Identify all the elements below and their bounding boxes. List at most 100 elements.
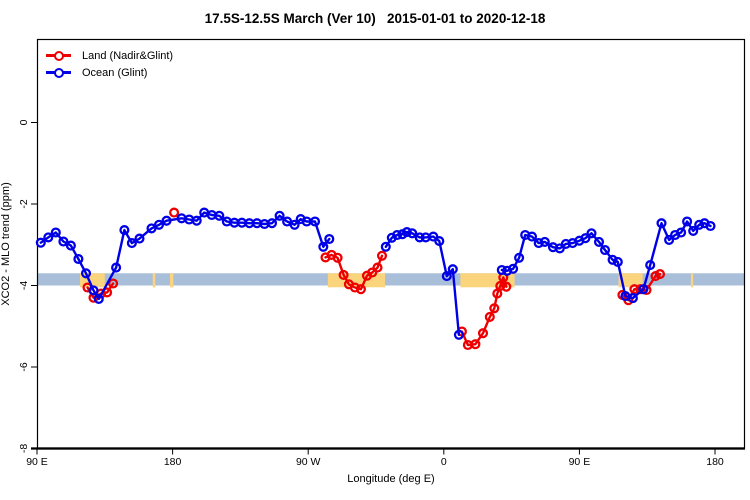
data-point-marker <box>638 284 649 295</box>
data-point-marker <box>453 329 464 340</box>
data-point-marker <box>318 241 329 252</box>
y-tick-label: -8 <box>18 444 30 453</box>
data-point-marker <box>489 303 500 314</box>
y-tick-label: -4 <box>18 281 30 290</box>
y-tick-label: -6 <box>18 362 30 371</box>
data-point-marker <box>477 328 489 339</box>
data-point-marker <box>309 216 321 227</box>
data-point-marker <box>73 253 84 265</box>
data-point-marker <box>612 256 623 267</box>
highlight-band-segment <box>618 273 643 288</box>
data-point-marker <box>434 236 445 247</box>
x-tick-label: 180 <box>706 456 724 468</box>
data-point-marker <box>414 232 425 243</box>
data-point-marker <box>108 278 119 289</box>
data-point-marker <box>514 252 525 263</box>
data-point-marker <box>654 269 666 280</box>
data-point-marker <box>266 218 278 229</box>
x-tick-label: 0 <box>441 456 447 468</box>
data-point-marker <box>599 244 611 256</box>
data-point-marker <box>470 339 481 350</box>
data-point-marker <box>656 218 667 229</box>
reference-band <box>37 273 745 286</box>
data-point-marker <box>355 284 366 295</box>
chart-title: 17.5S-12.5S March (Ver 10) 2015-01-01 to… <box>204 11 546 26</box>
legend-item-land: Land (Nadir&Glint) <box>46 47 173 64</box>
data-point-marker <box>447 264 458 275</box>
plot-frame <box>36 38 746 450</box>
data-point-marker <box>676 227 687 238</box>
legend: Land (Nadir&Glint) Ocean (Glint) <box>46 47 173 81</box>
data-point-marker <box>705 220 716 232</box>
x-tick-label: 90 E <box>569 456 591 468</box>
highlight-band-segment <box>690 273 694 288</box>
data-point-marker <box>495 280 506 291</box>
x-tick-label: 90 W <box>296 456 321 468</box>
legend-item-ocean: Ocean (Glint) <box>46 64 173 81</box>
x-axis-label: Longitude (deg E) <box>347 473 435 485</box>
data-point-marker <box>65 240 76 251</box>
data-point-marker <box>338 269 349 280</box>
data-point-marker <box>153 219 165 230</box>
ocean-series-symbol-icon <box>46 67 71 78</box>
legend-label-ocean: Ocean (Glint) <box>82 66 148 79</box>
data-point-marker <box>586 228 597 239</box>
data-point-marker <box>688 225 699 236</box>
data-point-marker <box>367 267 378 278</box>
land-series-symbol-icon <box>46 50 71 61</box>
series-line <box>39 211 331 301</box>
data-point-marker <box>111 262 122 273</box>
highlight-band-segment <box>152 273 156 288</box>
highlight-band-segment <box>170 273 174 288</box>
data-point-marker <box>502 265 513 276</box>
data-point-marker <box>533 238 544 249</box>
series-line <box>384 230 461 336</box>
data-point-marker <box>191 215 202 226</box>
data-point-marker <box>645 260 656 271</box>
data-point-marker <box>169 207 180 218</box>
data-point-marker <box>627 293 638 304</box>
x-tick-label: 180 <box>164 456 182 468</box>
data-point-marker <box>580 233 591 244</box>
data-point-marker <box>664 234 675 245</box>
data-point-marker <box>289 219 300 230</box>
data-point-marker <box>484 311 495 322</box>
data-point-marker <box>119 225 130 236</box>
y-axis: 0 -2 -4 -6 -8 <box>18 119 37 453</box>
data-point-marker <box>146 223 157 234</box>
data-point-marker <box>324 233 335 245</box>
data-point-marker <box>126 238 137 249</box>
data-point-marker <box>88 285 99 296</box>
data-point-marker <box>407 228 418 239</box>
data-point-marker <box>629 284 640 295</box>
data-point-marker <box>214 210 225 221</box>
y-tick-label: -2 <box>18 199 30 208</box>
data-point-marker <box>274 210 285 221</box>
series-line <box>460 276 508 347</box>
data-point-marker <box>80 268 92 279</box>
data-point-marker <box>539 236 550 247</box>
data-point-marker <box>496 264 507 276</box>
data-point-marker <box>501 281 512 292</box>
data-point-marker <box>43 232 54 243</box>
y-axis-label: XCO2 - MLO trend (ppm) <box>0 182 12 306</box>
data-point-marker <box>593 236 605 247</box>
data-point-marker <box>682 216 693 227</box>
x-axis: 90 E 180 90 W 0 90 E 180 <box>26 449 724 468</box>
data-point-marker <box>508 263 519 274</box>
data-point-marker <box>332 252 343 263</box>
data-point-marker <box>372 262 383 273</box>
open-circle-marker-icon <box>53 50 64 61</box>
data-point-marker <box>161 215 172 226</box>
data-point-marker <box>607 254 618 265</box>
data-point-marker <box>526 231 538 242</box>
data-point-marker <box>694 219 705 230</box>
data-point-marker <box>401 227 412 238</box>
data-point-marker <box>134 233 145 244</box>
data-point-marker <box>35 237 46 248</box>
x-tick-label: 90 E <box>26 456 48 468</box>
data-point-marker <box>380 241 391 252</box>
data-point-marker <box>349 282 360 293</box>
